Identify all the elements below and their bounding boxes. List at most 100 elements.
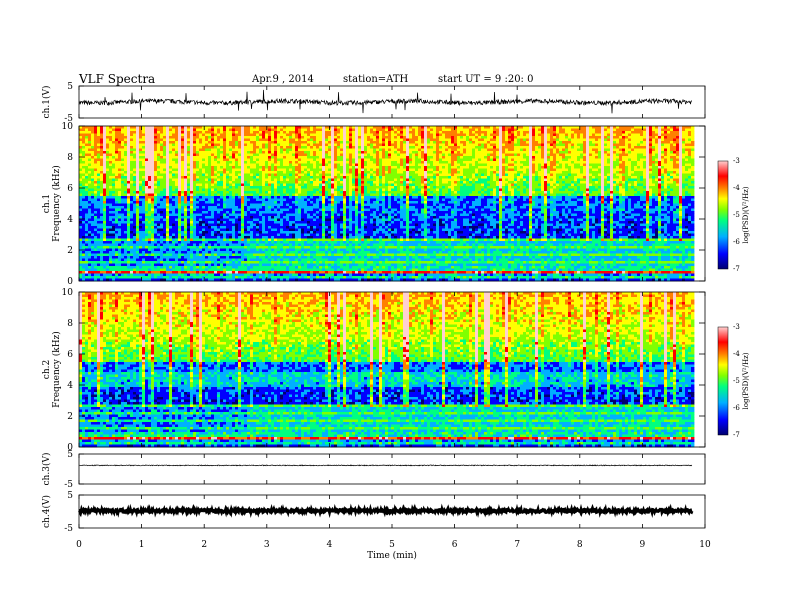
ch1_spec-cell [400,133,404,137]
ch1_spec-cell [223,131,227,134]
ch1_spec-cell [367,141,371,144]
ch1_spec-cell [427,151,431,154]
ch1_spec-cell [688,141,692,144]
ch1_spec-cell [535,148,539,152]
ch1_spec-cell [499,173,503,177]
ch1_spec-cell [220,163,224,167]
ch1_spec-cell [622,128,626,132]
ch1_spec-cell [85,161,89,164]
ch1_spec-cell [292,138,296,142]
ch1_spec-cell [361,141,365,144]
ch1_spec-cell [607,176,611,179]
ch1_spec-cell [493,178,497,182]
ch1_spec-cell [643,166,647,169]
ch1_spec-cell [676,183,680,187]
ch1_spec-cell [601,166,605,169]
ch1_spec-cell [448,168,452,172]
ch1_spec-cell [610,138,614,142]
ch1_spec-cell [166,151,170,154]
ch1_spec-cell [682,143,686,147]
ch1_spec-cell [691,158,695,162]
ch1_spec-cell [418,153,422,157]
ch1_spec-cell [265,168,269,172]
ch1_spec-cell [100,148,104,152]
ch1_spec-cell [301,181,305,184]
ch1_spec-cell [370,173,374,177]
ch1_spec-cell [310,143,314,147]
ch1_spec-cell [205,143,209,147]
ch1_spec-cell [610,156,614,159]
ch1_spec-cell [112,173,116,177]
ch1_spec-cell [658,151,662,154]
ch1_spec-cell [340,173,344,177]
ch1_spec-cell [82,163,86,167]
ch1_spec-cell [145,161,149,164]
ch1_spec-cell [100,168,104,172]
ch1_spec-cell [382,128,386,132]
ch1_spec-cell [556,126,560,129]
ch1_spec-cell [607,148,611,152]
ch1_spec-cell [307,148,311,152]
ch1_spec-cell [427,146,431,149]
ch1_spec-cell [574,156,578,159]
ch1_spec-cell [382,148,386,152]
ch1_spec-cell [115,173,119,177]
ch1_spec-cell [544,141,548,144]
ch1_spec-cell [358,166,362,169]
ch1_spec-cell [175,148,179,152]
ch1_spec-cell [436,158,440,162]
ch1_spec-cell [316,143,320,147]
ch1_spec-cell [208,153,212,157]
ch1_spec-cell [325,158,329,162]
ch1_spec-cell [289,151,293,154]
ch1_spec-cell [154,133,158,137]
ch1_spec-cell [577,138,581,142]
ch1_spec-cell [451,171,455,174]
ch1_spec-cell [373,138,377,142]
ch1_spec-cell [592,136,596,139]
ch1_spec-cell [286,138,290,142]
ch1_spec-cell [481,148,485,152]
ch1_spec-cell [613,128,617,132]
ch1_spec-cell [82,183,86,187]
ch1_spec-cell [103,171,107,174]
ch1_spec-cell [118,176,122,179]
ch1_spec-cell [583,178,587,182]
ch1_spec-cell [85,163,89,167]
ch1_spec-cell [316,146,320,149]
ch1_spec-cell [331,158,335,162]
ch1_spec-cell [145,136,149,139]
ch1_spec-cell [661,128,665,132]
ch1_spec-cell [505,148,509,152]
ch1_spec-cell [124,151,128,154]
ch1_spec-cell [85,186,89,189]
ch1_spec-cell [148,183,152,187]
ch1_spec-cell [532,173,536,177]
ch1_spec-cell [457,126,461,129]
ch1_spec-cell [136,171,140,174]
ch1_spec-cell [667,181,671,184]
ch1_spec-cell [253,131,257,134]
ch1_spec-cell [199,146,203,149]
ch1_spec-cell [109,173,113,177]
ch1_spec-cell [427,138,431,142]
ch1_spec-cell [376,156,380,159]
ch1_spec-cell [604,143,608,147]
ch1_spec-cell [505,133,509,137]
ch1_spec-cell [247,163,251,167]
ch1_spec-cell [574,173,578,177]
ch1_spec-cell [97,171,101,174]
ch1_spec-cell [136,153,140,157]
ch1_spec-cell [280,161,284,164]
ch1_spec-cell [313,166,317,169]
ch1_spec-cell [415,181,419,184]
ch1_spec-cell [445,166,449,169]
ch1_spec-cell [328,146,332,149]
ch1_spec-cell [409,141,413,144]
ch1_spec-cell [172,158,176,162]
ch1_spec-cell [373,168,377,172]
ch1_spec-cell [583,181,587,184]
ch1_spec-cell [661,156,665,159]
ch1_spec-cell [580,141,584,144]
ch1_spec-cell [430,128,434,132]
